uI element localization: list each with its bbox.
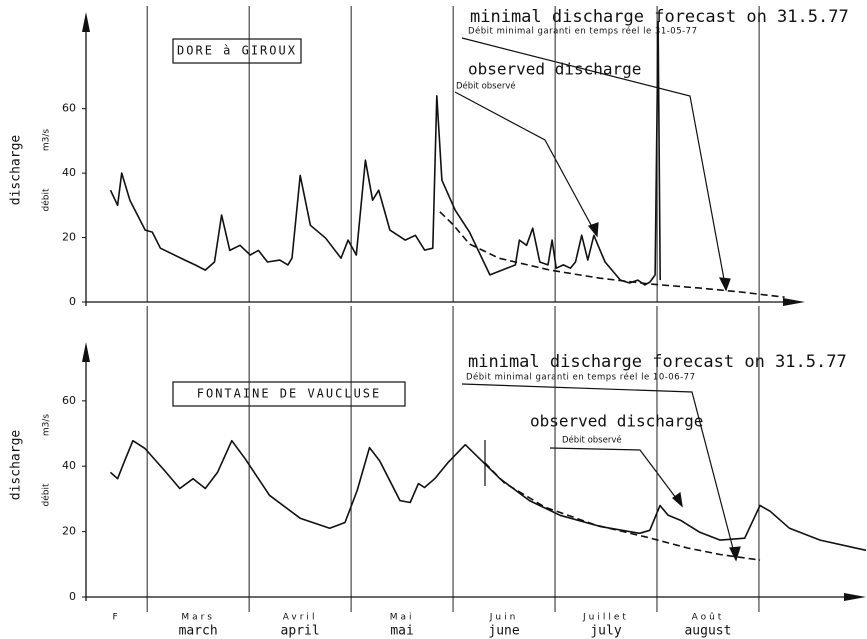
arrow-head: [718, 277, 731, 292]
chart-title: DORE à GIROUX: [177, 44, 297, 58]
y-axis-unit: m3/s: [42, 129, 52, 152]
y-tick-label: 40: [62, 459, 76, 472]
title-box: [172, 38, 302, 64]
annotation: Débit observé: [456, 81, 516, 92]
leader-line: [549, 447, 683, 507]
leader-lines: [172, 37, 741, 562]
observed-line: [109, 439, 867, 552]
leader-line: [454, 91, 598, 237]
y-axis-label: débit: [41, 188, 52, 211]
y-tick-label: 20: [62, 231, 76, 244]
y-tick-label: 40: [62, 166, 76, 179]
arrow-head: [729, 546, 741, 562]
y-tick-label: 0: [69, 295, 76, 308]
x-tick-label: F: [112, 613, 120, 623]
annotation: Débit minimal garanti en temps réel le 1…: [466, 372, 696, 383]
chart-title: FONTAINE DE VAUCLUSE: [197, 387, 382, 401]
x-tick-label: Mai: [390, 613, 415, 623]
y-axis-arrow: [82, 342, 90, 362]
x-axis-arrow: [783, 298, 805, 306]
x-tick-label-en: mai: [390, 624, 413, 639]
y-tick-label: 0: [69, 590, 76, 603]
y-axis-arrow: [82, 12, 90, 32]
x-tick-label-en: april: [281, 624, 320, 639]
leader-line: [461, 37, 727, 291]
y-axis-label: débit: [41, 483, 52, 506]
arrow-head: [672, 491, 683, 508]
title-box: [172, 381, 406, 407]
x-axis-arrow: [844, 593, 866, 601]
forecast-line: [484, 462, 761, 561]
y-tick-label: 60: [62, 102, 76, 115]
y-axis-unit: m3/s: [42, 414, 52, 437]
leader-line: [461, 383, 737, 561]
y-tick-label: 20: [62, 525, 76, 538]
y-axis-label: discharge: [9, 135, 24, 206]
annotation: minimal discharge forecast on 31.5.77: [470, 7, 849, 27]
forecast-line: [439, 211, 785, 298]
observed-line: [109, 20, 661, 286]
x-tick-label: Juillet: [582, 613, 629, 623]
annotation: observed discharge: [530, 412, 703, 431]
x-tick-label: Août: [692, 613, 725, 623]
x-tick-label-en: june: [488, 624, 519, 639]
x-tick-label-en: august: [684, 624, 731, 639]
x-tick-label: Juin: [489, 613, 519, 623]
y-axis-label: discharge: [9, 430, 24, 501]
annotation: Débit observé: [562, 435, 622, 446]
x-tick-label-en: july: [590, 624, 621, 639]
x-tick-label-en: march: [179, 624, 218, 639]
x-tick-label: Mars: [181, 613, 215, 623]
y-tick-label: 60: [62, 394, 76, 407]
arrow-head: [587, 222, 599, 238]
x-tick-label: Avril: [283, 613, 318, 623]
annotation: Débit minimal garanti en temps réel le 3…: [468, 26, 698, 37]
